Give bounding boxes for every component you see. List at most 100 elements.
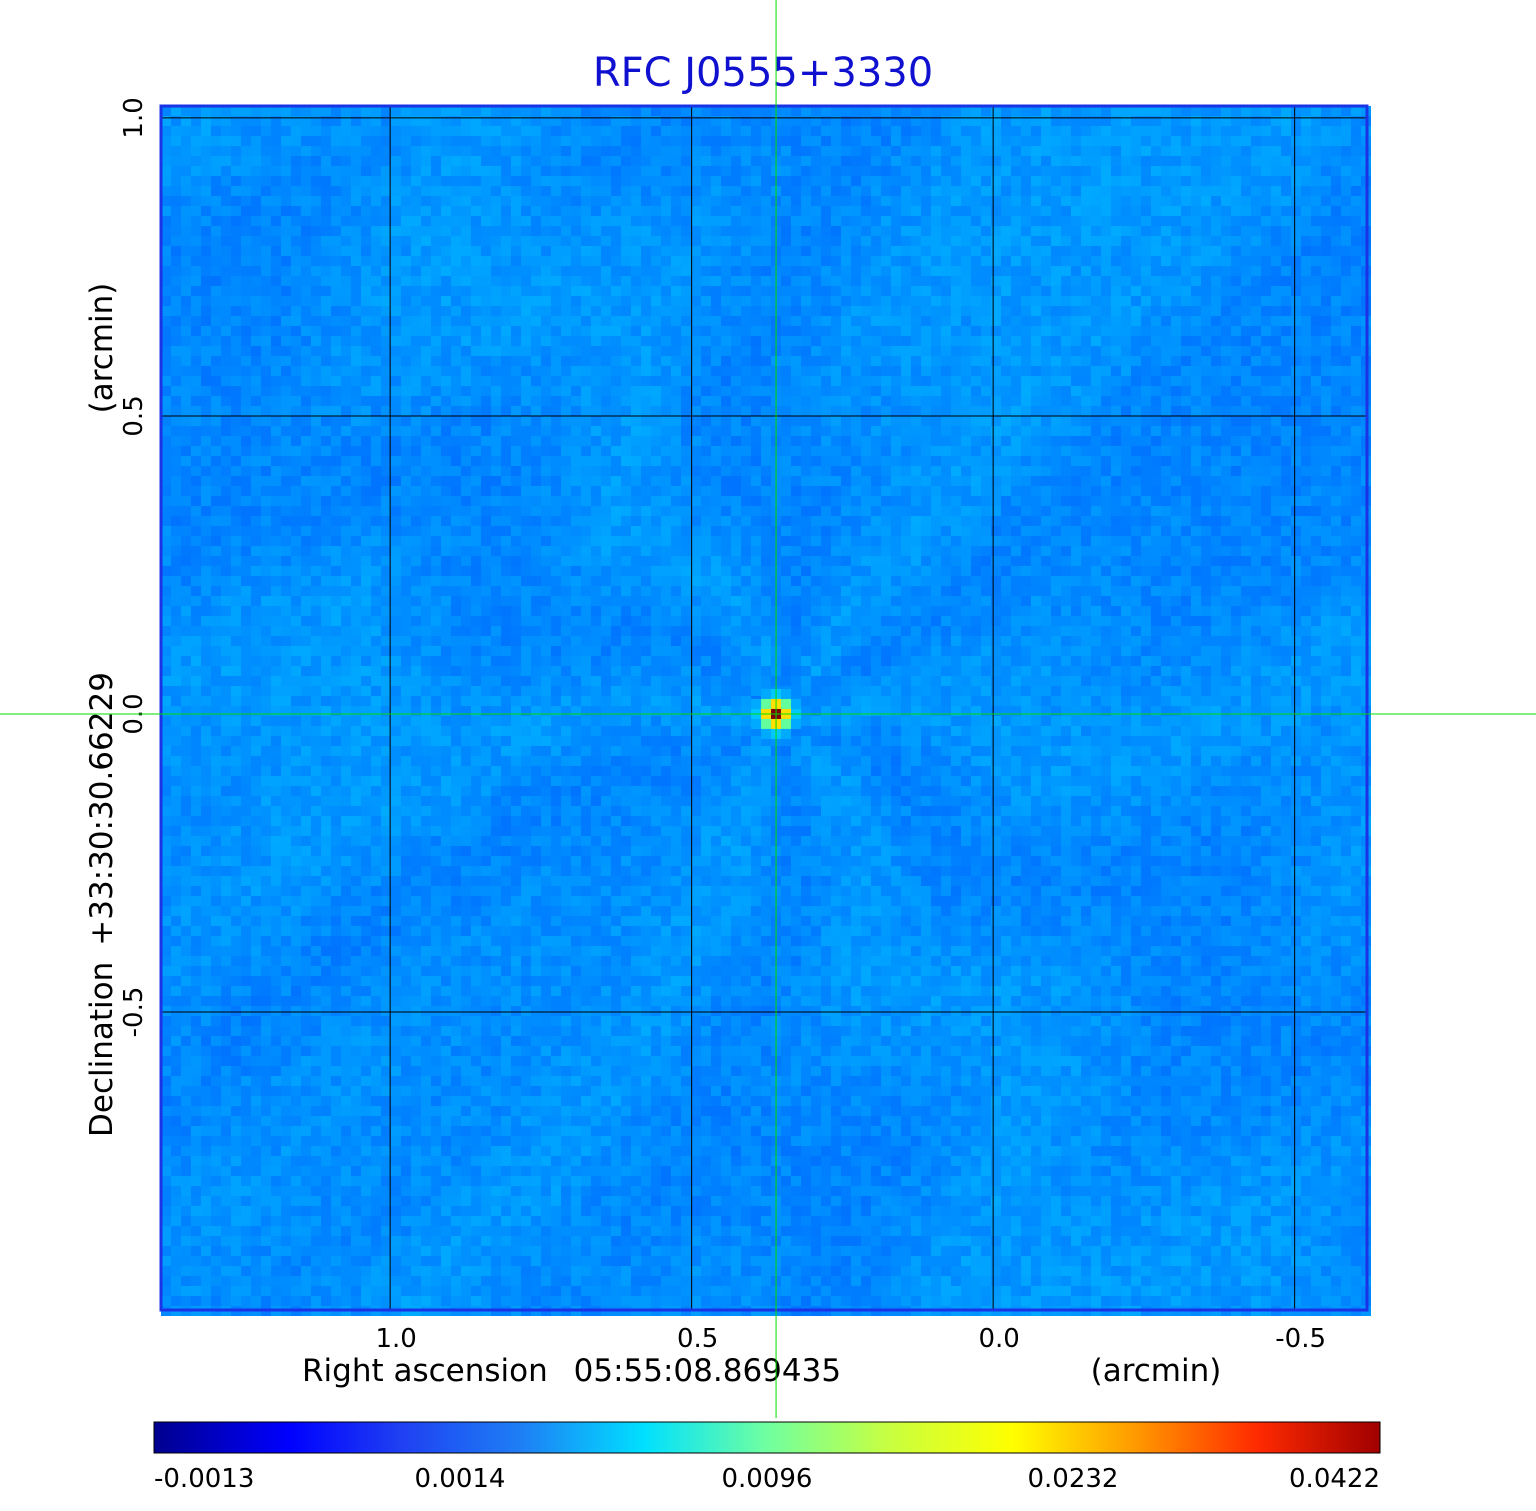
heatmap-pixel xyxy=(871,246,881,256)
heatmap-pixel xyxy=(431,226,441,236)
heatmap-pixel xyxy=(171,516,181,526)
heatmap-pixel xyxy=(311,496,321,506)
heatmap-pixel xyxy=(241,356,251,366)
heatmap-pixel xyxy=(1181,436,1191,446)
heatmap-pixel xyxy=(751,216,761,226)
heatmap-pixel xyxy=(1351,136,1361,146)
heatmap-pixel xyxy=(531,136,541,146)
heatmap-pixel xyxy=(1161,326,1171,336)
heatmap-pixel xyxy=(1011,456,1021,466)
heatmap-pixel xyxy=(341,466,351,476)
heatmap-pixel xyxy=(1351,266,1361,276)
heatmap-pixel xyxy=(761,326,771,336)
heatmap-pixel xyxy=(721,166,731,176)
heatmap-pixel xyxy=(221,386,231,396)
heatmap-pixel xyxy=(221,436,231,446)
heatmap-pixel xyxy=(1351,226,1361,236)
heatmap-pixel xyxy=(751,106,761,116)
heatmap-pixel xyxy=(191,216,201,226)
heatmap-pixel xyxy=(271,316,281,326)
heatmap-pixel xyxy=(901,126,911,136)
heatmap-pixel xyxy=(721,176,731,186)
heatmap-pixel xyxy=(1091,106,1101,116)
heatmap-pixel xyxy=(161,156,171,166)
heatmap-pixel xyxy=(1321,266,1331,276)
heatmap-pixel xyxy=(1261,476,1271,486)
heatmap-pixel xyxy=(911,256,921,266)
heatmap-pixel xyxy=(1161,136,1171,146)
heatmap-pixel xyxy=(481,126,491,136)
heatmap-pixel xyxy=(681,116,691,126)
heatmap-pixel xyxy=(1251,166,1261,176)
heatmap-pixel xyxy=(1061,116,1071,126)
heatmap-pixel xyxy=(241,176,251,186)
heatmap-pixel xyxy=(221,146,231,156)
heatmap-pixel xyxy=(241,336,251,346)
heatmap-pixel xyxy=(551,236,561,246)
heatmap-pixel xyxy=(831,126,841,136)
heatmap-pixel xyxy=(791,196,801,206)
heatmap-pixel xyxy=(511,256,521,266)
heatmap-pixel xyxy=(501,476,511,486)
heatmap-pixel xyxy=(541,266,551,276)
heatmap-pixel xyxy=(541,396,551,406)
heatmap-pixel xyxy=(241,276,251,286)
heatmap-pixel xyxy=(761,266,771,276)
heatmap-pixel xyxy=(941,456,951,466)
heatmap-pixel xyxy=(1301,406,1311,416)
heatmap-pixel xyxy=(201,516,211,526)
heatmap-pixel xyxy=(1151,456,1161,466)
heatmap-pixel xyxy=(1351,416,1361,426)
heatmap-pixel xyxy=(431,366,441,376)
heatmap-pixel xyxy=(661,136,671,146)
heatmap-pixel xyxy=(431,316,441,326)
heatmap-pixel xyxy=(1191,166,1201,176)
heatmap-pixel xyxy=(261,286,271,296)
heatmap-pixel xyxy=(541,436,551,446)
heatmap-pixel xyxy=(1161,466,1171,476)
heatmap-pixel xyxy=(221,396,231,406)
heatmap-pixel xyxy=(861,286,871,296)
heatmap-pixel xyxy=(911,116,921,126)
heatmap-pixel xyxy=(221,466,231,476)
heatmap-pixel xyxy=(941,356,951,366)
heatmap-pixel xyxy=(1041,236,1051,246)
heatmap-pixel xyxy=(1051,326,1061,336)
heatmap-pixel xyxy=(501,416,511,426)
heatmap-pixel xyxy=(1331,226,1341,236)
heatmap-pixel xyxy=(421,466,431,476)
heatmap-pixel xyxy=(391,306,401,316)
heatmap-pixel xyxy=(701,356,711,366)
heatmap-pixel xyxy=(1121,156,1131,166)
heatmap-pixel xyxy=(1211,316,1221,326)
heatmap-pixel xyxy=(1141,106,1151,116)
heatmap-pixel xyxy=(741,296,751,306)
heatmap-pixel xyxy=(201,306,211,316)
heatmap-pixel xyxy=(251,436,261,446)
heatmap-pixel xyxy=(991,156,1001,166)
heatmap-pixel xyxy=(901,476,911,486)
heatmap-pixel xyxy=(1311,276,1321,286)
heatmap-pixel xyxy=(1121,376,1131,386)
heatmap-pixel xyxy=(1011,176,1021,186)
heatmap-pixel xyxy=(531,176,541,186)
heatmap-pixel xyxy=(1161,286,1171,296)
heatmap-pixel xyxy=(161,396,171,406)
heatmap-pixel xyxy=(641,186,651,196)
heatmap-pixel xyxy=(1041,426,1051,436)
heatmap-pixel xyxy=(1121,136,1131,146)
heatmap-pixel xyxy=(221,476,231,486)
heatmap-pixel xyxy=(661,156,671,166)
heatmap-pixel xyxy=(601,486,611,496)
heatmap-pixel xyxy=(661,146,671,156)
heatmap-pixel xyxy=(701,406,711,416)
heatmap-pixel xyxy=(1121,446,1131,456)
heatmap-pixel xyxy=(1121,396,1131,406)
heatmap-pixel xyxy=(1311,356,1321,366)
heatmap-pixel xyxy=(1281,416,1291,426)
heatmap-pixel xyxy=(781,366,791,376)
heatmap-pixel xyxy=(1011,236,1021,246)
heatmap-pixel xyxy=(511,196,521,206)
heatmap-pixel xyxy=(1271,426,1281,436)
heatmap-pixel xyxy=(1071,456,1081,466)
